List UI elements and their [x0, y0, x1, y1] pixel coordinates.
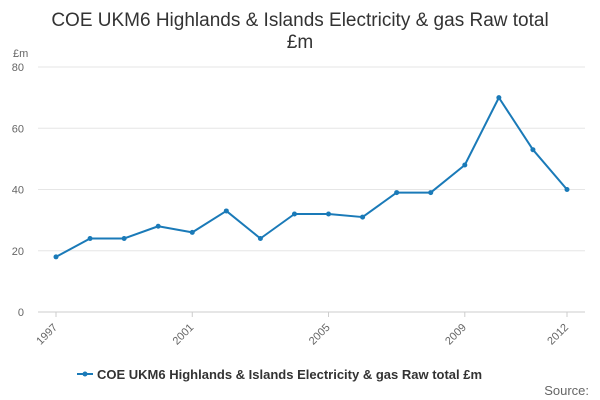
data-point-2001 [189, 229, 195, 235]
data-point-2011 [530, 147, 536, 153]
legend-marker-icon [82, 371, 88, 377]
data-point-1999 [121, 236, 127, 241]
chart-title-line-1: COE UKM6 Highlands & Islands Electricity… [51, 10, 548, 31]
data-point-2002 [223, 208, 229, 214]
data-point-2008 [428, 190, 434, 196]
series-line-0 [55, 96, 568, 258]
data-point-2007 [394, 190, 400, 196]
x-tick-label-2005: 2005 [307, 322, 333, 348]
data-point-2010 [496, 95, 502, 101]
x-tick-label-2009: 2009 [443, 322, 469, 348]
legend[interactable]: COE UKM6 Highlands & Islands Electricity… [77, 367, 482, 382]
data-point-2004 [291, 211, 297, 217]
data-point-1998 [87, 236, 93, 241]
data-point-1997 [53, 254, 59, 260]
y-tick-label-60: 60 [12, 123, 24, 135]
data-point-2003 [257, 236, 263, 241]
source-label: Source: [544, 383, 589, 398]
chart-title-line-2: £m [287, 32, 313, 53]
legend-label: COE UKM6 Highlands & Islands Electricity… [97, 367, 482, 382]
series-line [53, 95, 570, 260]
y-axis-unit-label: £m [13, 48, 28, 60]
data-point-2006 [360, 214, 366, 220]
data-point-2009 [462, 162, 468, 168]
x-tick-label-1997: 1997 [34, 322, 60, 348]
data-point-2005 [326, 211, 332, 217]
data-point-2000 [155, 223, 161, 229]
y-tick-label-20: 20 [12, 246, 24, 258]
data-point-2012 [564, 187, 570, 192]
x-tick-label-2001: 2001 [171, 322, 197, 348]
gridlines [38, 66, 585, 313]
y-axis-ticks: 0 20 40 60 80 [12, 62, 24, 319]
x-tick-label-2012: 2012 [545, 322, 571, 348]
y-tick-label-0: 0 [18, 307, 24, 319]
y-tick-label-80: 80 [12, 62, 24, 74]
y-tick-label-40: 40 [12, 185, 24, 197]
x-axis-ticks: 1997 2001 2005 2009 2012 [34, 312, 571, 347]
